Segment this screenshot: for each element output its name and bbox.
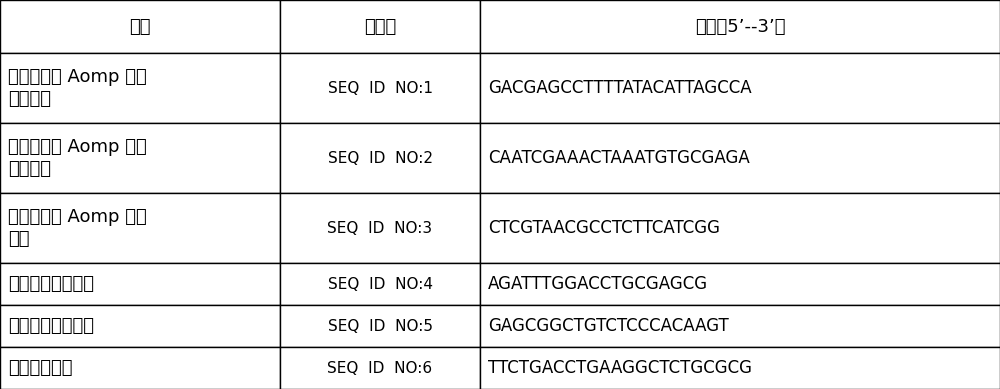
Bar: [0, 263, 280, 305]
Bar: [280, 347, 480, 389]
Bar: [0, 305, 280, 347]
Text: SEQ  ID  NO:6: SEQ ID NO:6: [327, 361, 433, 375]
Text: SEQ  ID  NO:5: SEQ ID NO:5: [328, 319, 432, 333]
Bar: [280, 263, 480, 305]
Text: 内标基因下游引物: 内标基因下游引物: [8, 317, 94, 335]
Bar: [280, 0, 480, 53]
Text: 序列（5’--3’）: 序列（5’--3’）: [695, 18, 785, 36]
Text: SEQ  ID  NO:3: SEQ ID NO:3: [327, 221, 433, 236]
Bar: [280, 123, 480, 193]
Bar: [280, 53, 480, 123]
Bar: [280, 305, 480, 347]
Text: 序列号: 序列号: [364, 18, 396, 36]
Text: CAATCGAAACTAAATGTGCGAGA: CAATCGAAACTAAATGTGCGAGA: [488, 149, 750, 167]
Bar: [0, 347, 280, 389]
Bar: [480, 305, 1000, 347]
Bar: [0, 53, 280, 123]
Bar: [480, 53, 1000, 123]
Bar: [480, 123, 1000, 193]
Text: 名称: 名称: [129, 18, 151, 36]
Text: 沙眼衣原体 Aomp 基因
下游引物: 沙眼衣原体 Aomp 基因 下游引物: [8, 138, 147, 178]
Bar: [480, 347, 1000, 389]
Text: AGATTTGGACCTGCGAGCG: AGATTTGGACCTGCGAGCG: [488, 275, 708, 293]
Text: 内标基因探针: 内标基因探针: [8, 359, 72, 377]
Bar: [480, 193, 1000, 263]
Bar: [0, 123, 280, 193]
Text: CTCGTAACGCCTCTTCATCGG: CTCGTAACGCCTCTTCATCGG: [488, 219, 720, 237]
Bar: [480, 0, 1000, 53]
Text: GACGAGCCTTTTATACATTAGCCA: GACGAGCCTTTTATACATTAGCCA: [488, 79, 752, 97]
Bar: [0, 0, 280, 53]
Text: SEQ  ID  NO:4: SEQ ID NO:4: [328, 277, 432, 292]
Text: TTCTGACCTGAAGGCTCTGCGCG: TTCTGACCTGAAGGCTCTGCGCG: [488, 359, 752, 377]
Text: SEQ  ID  NO:1: SEQ ID NO:1: [328, 81, 432, 96]
Text: SEQ  ID  NO:2: SEQ ID NO:2: [328, 151, 432, 166]
Text: 沙眼衣原体 Aomp 基因
上游引物: 沙眼衣原体 Aomp 基因 上游引物: [8, 68, 147, 108]
Bar: [0, 193, 280, 263]
Bar: [480, 263, 1000, 305]
Text: GAGCGGCTGTCTCCCACAAGT: GAGCGGCTGTCTCCCACAAGT: [488, 317, 729, 335]
Text: 内标基因上游引物: 内标基因上游引物: [8, 275, 94, 293]
Text: 沙眼衣原体 Aomp 基因
探针: 沙眼衣原体 Aomp 基因 探针: [8, 208, 147, 248]
Bar: [280, 193, 480, 263]
